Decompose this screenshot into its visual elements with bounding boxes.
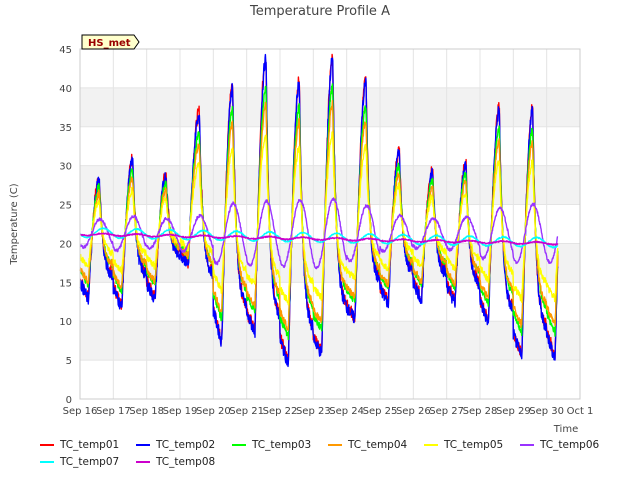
legend-item: TC_temp03	[232, 439, 328, 451]
legend-swatch	[40, 443, 54, 446]
legend-swatch	[40, 460, 54, 463]
legend-label: TC_temp08	[156, 455, 216, 468]
x-tick-label: Sep 25	[363, 406, 398, 417]
y-tick-label: 5	[66, 356, 72, 367]
plot-border	[79, 48, 581, 400]
x-axis-title: Time	[553, 424, 578, 435]
legend-label: TC_temp05	[444, 438, 504, 451]
legend-label: TC_temp06	[540, 438, 600, 451]
y-tick-label: 0	[66, 395, 72, 406]
legend-row-2: TC_temp07 TC_temp08	[40, 453, 640, 470]
x-tick-label: Sep 24	[329, 406, 364, 417]
chart-title: Temperature Profile A	[249, 4, 390, 19]
y-tick-label: 45	[59, 45, 72, 56]
plot-band	[80, 165, 580, 205]
legend-label: TC_temp01	[60, 438, 120, 451]
x-tick-label: Sep 27	[429, 406, 464, 417]
legend-item: TC_temp08	[136, 456, 232, 468]
legend-swatch	[136, 460, 150, 463]
x-tick-label: Sep 28	[463, 406, 498, 417]
x-tick-label: Sep 16	[63, 406, 98, 417]
x-tick-label: Sep 30	[529, 406, 564, 417]
legend-swatch	[232, 443, 246, 446]
x-tick-label: Sep 26	[396, 406, 431, 417]
legend-item: TC_temp04	[328, 439, 424, 451]
y-axis-title: Temperature (C)	[9, 183, 20, 265]
y-tick-label: 35	[59, 123, 72, 134]
legend-swatch	[136, 443, 150, 446]
legend-item: TC_temp01	[40, 439, 136, 451]
y-axis: 0 5 10 15 20 25 30 35 40 45	[59, 45, 72, 406]
x-tick-label: Sep 22	[263, 406, 298, 417]
x-tick-label: Sep 18	[129, 406, 164, 417]
legend-swatch	[424, 443, 438, 446]
series-group	[79, 53, 559, 368]
y-tick-label: 20	[59, 239, 72, 250]
legend-item: TC_temp06	[520, 439, 620, 451]
legend-swatch	[520, 443, 534, 446]
series-line-TC_temp05	[79, 131, 559, 306]
legend-label: TC_temp04	[348, 438, 408, 451]
y-tick-label: 30	[59, 162, 72, 173]
series-line-TC_temp08	[79, 232, 559, 246]
x-tick-label: Oct 1	[567, 406, 594, 417]
series-line-TC_temp06	[79, 197, 559, 270]
legend-item: TC_temp05	[424, 439, 520, 451]
legend-swatch	[328, 443, 342, 446]
legend-label: TC_temp03	[252, 438, 312, 451]
legend-item: TC_temp02	[136, 439, 232, 451]
x-tick-label: Sep 29	[496, 406, 531, 417]
x-tick-label: Sep 19	[163, 406, 198, 417]
annotation-label: HS_met	[88, 38, 131, 49]
x-tick-label: Sep 20	[196, 406, 231, 417]
y-tick-label: 10	[59, 317, 72, 328]
plot-band	[80, 243, 580, 283]
plot-band	[80, 321, 580, 361]
hs-met-annotation: HS_met	[81, 34, 140, 50]
y-tick-label: 15	[59, 278, 72, 289]
legend-label: TC_temp07	[60, 455, 120, 468]
x-tick-label: Sep 17	[96, 406, 131, 417]
legend-label: TC_temp02	[156, 438, 216, 451]
x-tick-label: Sep 21	[229, 406, 264, 417]
y-tick-label: 40	[59, 84, 72, 95]
annotation-box	[81, 34, 140, 50]
legend-item: TC_temp07	[40, 456, 136, 468]
y-tick-label: 25	[59, 201, 72, 212]
legend: TC_temp01 TC_temp02 TC_temp03 TC_temp04 TC_t…	[40, 436, 640, 470]
x-tick-label: Sep 23	[296, 406, 331, 417]
legend-row-1: TC_temp01 TC_temp02 TC_temp03 TC_temp04 TC_t…	[40, 436, 640, 453]
